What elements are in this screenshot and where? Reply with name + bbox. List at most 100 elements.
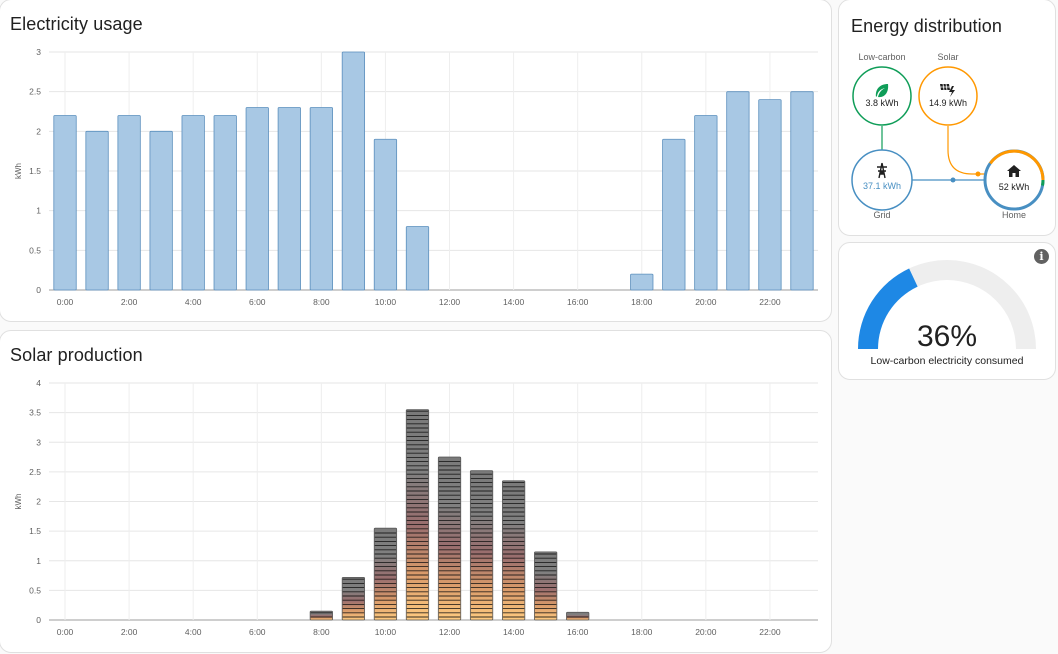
solar-bar-fill xyxy=(566,611,590,621)
solar-bar xyxy=(341,576,366,621)
solar-bar xyxy=(373,527,398,621)
usage-bar xyxy=(53,115,77,291)
solar-bar xyxy=(437,456,462,621)
usage-x-tick-label: 6:00 xyxy=(249,297,266,307)
solar-x-tick-label: 12:00 xyxy=(439,627,461,637)
home-icon xyxy=(1007,165,1021,177)
usage-x-tick-label: 4:00 xyxy=(185,297,202,307)
solar-y-tick-label: 1 xyxy=(36,556,41,566)
solar-production-card: Solar production 0 0.5 1 1.5 2 2.5 3 3.5 4 0:00 2:… xyxy=(0,330,832,653)
usage-y-tick-label: 3 xyxy=(36,47,41,57)
usage-x-tick-label: 14:00 xyxy=(503,297,525,307)
solar-x-tick-label: 0:00 xyxy=(57,627,74,637)
solar-to-home-line xyxy=(947,126,987,175)
transmission-tower-icon xyxy=(877,162,887,179)
solar-y-tick-label: 0 xyxy=(36,615,41,625)
usage-x-tick-label: 0:00 xyxy=(57,297,74,307)
usage-bar xyxy=(662,138,686,291)
low-carbon-gauge-card: i 36% Low-carbon electricity consumed xyxy=(838,242,1056,380)
usage-x-tick-label: 10:00 xyxy=(375,297,397,307)
usage-bar xyxy=(341,51,366,291)
usage-x-tick-label: 2:00 xyxy=(121,297,138,307)
low-carbon-label: Low-carbon xyxy=(858,52,905,62)
usage-bar xyxy=(181,115,205,291)
usage-x-tick-label: 12:00 xyxy=(439,297,461,307)
solar-y-axis-label: kWh xyxy=(14,494,23,510)
solar-x-tick-label: 14:00 xyxy=(503,627,525,637)
gauge-fill xyxy=(858,268,918,349)
solar-x-tick-label: 8:00 xyxy=(313,627,330,637)
grid-value: 37.1 kWh xyxy=(863,181,901,191)
low-carbon-value: 3.8 kWh xyxy=(865,98,898,108)
usage-bar xyxy=(117,115,141,291)
usage-bar xyxy=(149,130,173,291)
low-carbon-gauge: 36% Low-carbon electricity consumed xyxy=(858,260,1036,367)
solar-x-tick-label: 6:00 xyxy=(249,627,266,637)
solar-y-tick-label: 2.5 xyxy=(29,467,41,477)
solar-x-tick-label: 22:00 xyxy=(759,627,781,637)
usage-bar xyxy=(405,226,430,291)
solar-y-tick-label: 0.5 xyxy=(29,585,41,595)
grid-node[interactable] xyxy=(851,149,913,211)
usage-bar xyxy=(790,91,814,291)
solar-y-tick-label: 2 xyxy=(36,497,41,507)
home-label: Home xyxy=(1002,210,1026,220)
usage-bar xyxy=(694,115,718,291)
usage-bar xyxy=(630,273,654,291)
home-low-carbon-arc xyxy=(1041,179,1045,186)
energy-distribution-title: Energy distribution xyxy=(851,16,1002,36)
solar-bar-fill xyxy=(501,480,526,621)
info-icon[interactable]: i xyxy=(1034,249,1049,264)
solar-production-chart: 0 0.5 1 1.5 2 2.5 3 3.5 4 0:00 2:00 4:00 6:00 8:00 10:… xyxy=(14,378,818,637)
electricity-usage-chart: 0 0.5 1 1.5 2 2.5 3 0:00 2:00 4:00 6:00 8:00 10:00 12… xyxy=(14,47,818,307)
solar-x-tick-label: 10:00 xyxy=(375,627,397,637)
gauge-value: 36% xyxy=(917,320,977,353)
usage-x-tick-label: 20:00 xyxy=(695,297,717,307)
solar-node[interactable] xyxy=(918,66,978,126)
electricity-usage-card: Electricity usage 0 0.5 1 1.5 2 2.5 3 0:00 2:00 4… xyxy=(0,0,832,322)
solar-x-tick-label: 18:00 xyxy=(631,627,653,637)
usage-y-tick-label: 1.5 xyxy=(29,166,41,176)
solar-y-tick-label: 4 xyxy=(36,378,41,388)
usage-y-tick-label: 0.5 xyxy=(29,245,41,255)
solar-bar xyxy=(469,470,494,621)
solar-x-tick-label: 4:00 xyxy=(185,627,202,637)
energy-distribution-diagram: Low-carbon 3.8 kWh Solar 14.9 kWh 37.1 k… xyxy=(851,52,1045,220)
solar-bar-fill xyxy=(373,527,398,621)
usage-x-tick-label: 22:00 xyxy=(759,297,781,307)
usage-bar xyxy=(726,91,750,291)
solar-bar xyxy=(405,409,430,621)
solar-x-tick-label: 16:00 xyxy=(567,627,589,637)
usage-bar xyxy=(309,107,333,291)
grid-label: Grid xyxy=(873,210,890,220)
solar-y-tick-label: 3 xyxy=(36,437,41,447)
usage-bar xyxy=(85,130,109,291)
home-solar-arc xyxy=(989,149,1045,181)
home-value: 52 kWh xyxy=(999,182,1030,192)
usage-x-tick-label: 18:00 xyxy=(631,297,653,307)
solar-bar-fill xyxy=(534,551,558,621)
solar-bar xyxy=(501,480,526,621)
solar-bar xyxy=(566,611,590,621)
solar-value: 14.9 kWh xyxy=(929,98,967,108)
solar-panel-icon xyxy=(940,83,955,97)
solar-bar xyxy=(309,610,333,621)
usage-y-tick-label: 1 xyxy=(36,206,41,216)
solar-bar xyxy=(534,551,558,621)
solar-production-title: Solar production xyxy=(10,345,143,365)
leaf-icon xyxy=(875,84,889,98)
usage-y-tick-label: 2 xyxy=(36,126,41,136)
usage-bar xyxy=(373,138,398,291)
solar-x-tick-label: 2:00 xyxy=(121,627,138,637)
solar-bar-fill xyxy=(405,409,430,621)
grid-flow-dot xyxy=(950,177,956,183)
solar-flow-dot xyxy=(975,171,981,177)
energy-distribution-card: Energy distribution Low-carbon 3.8 kWh S… xyxy=(838,0,1056,236)
solar-x-tick-label: 20:00 xyxy=(695,627,717,637)
solar-label: Solar xyxy=(937,52,958,62)
usage-y-tick-label: 0 xyxy=(36,285,41,295)
usage-y-axis-label: kWh xyxy=(14,163,23,179)
usage-x-tick-label: 8:00 xyxy=(313,297,330,307)
electricity-usage-title: Electricity usage xyxy=(10,14,143,34)
solar-bar-fill xyxy=(309,610,333,621)
